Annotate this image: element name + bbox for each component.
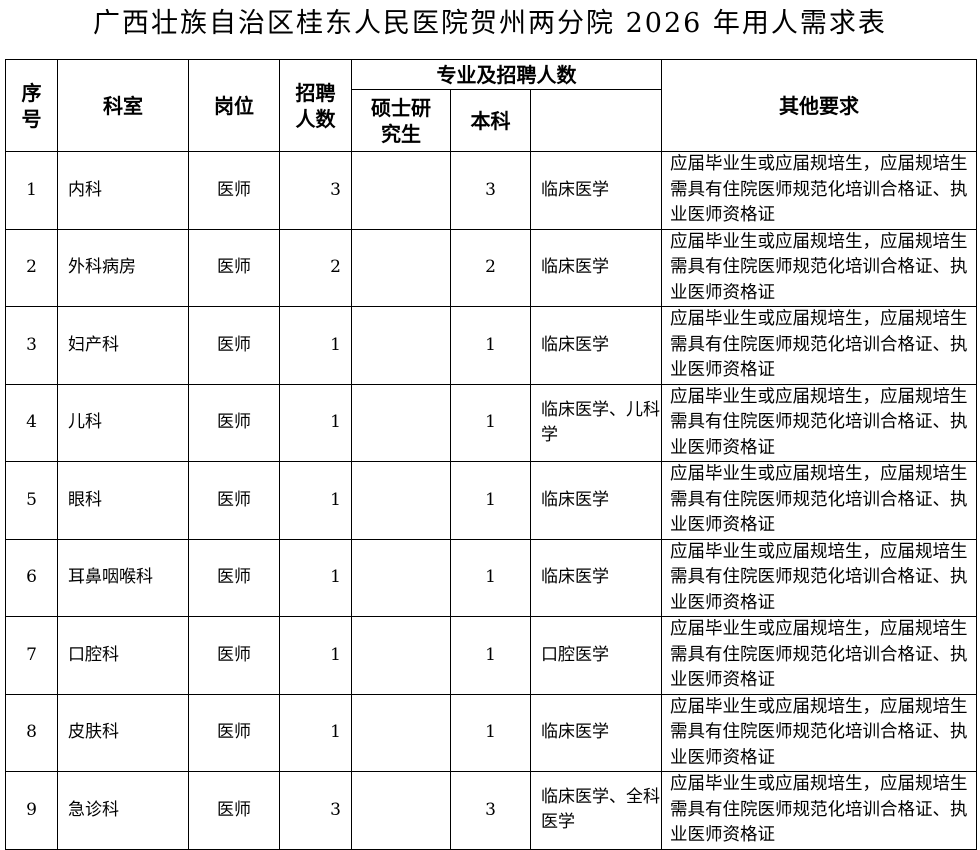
table-row: 9 急诊科 医师 3 3 临床医学、全科医学 应届毕业生或应届规培生，应届规培生需具有住院医… [5,771,977,850]
row-other: 应届毕业生或应届规培生，应届规培生需具有住院医师规范化培训合格证、执业医师资格证 [661,771,977,850]
header-other: 其他要求 [661,59,977,152]
row-post: 医师 [188,461,280,540]
table-row: 7 口腔科 医师 1 1 口腔医学 应届毕业生或应届规培生，应届规培生需具有住院医师规范化培… [5,616,977,695]
row-seq: 3 [5,306,58,385]
table-row: 5 眼科 医师 1 1 临床医学 应届毕业生或应届规培生，应届规培生需具有住院医师规范化培训… [5,461,977,540]
table-row: 4 儿科 医师 1 1 临床医学、儿科学 应届毕业生或应届规培生，应届规培生需具有住院医师规… [5,383,977,462]
row-master [351,616,451,695]
row-bachelor: 1 [450,693,531,772]
row-other: 应届毕业生或应届规培生，应届规培生需具有住院医师规范化培训合格证、执业医师资格证 [661,693,977,772]
row-post: 医师 [188,771,280,850]
row-count: 1 [279,616,352,695]
row-bachelor: 1 [450,383,531,462]
row-major: 临床医学 [530,306,662,385]
row-master [351,151,451,230]
row-dept: 口腔科 [57,616,189,695]
row-master [351,461,451,540]
row-other: 应届毕业生或应届规培生，应届规培生需具有住院医师规范化培训合格证、执业医师资格证 [661,461,977,540]
table-row: 1 内科 医师 3 3 临床医学 应届毕业生或应届规培生，应届规培生需具有住院医师规范化培训… [5,151,977,230]
row-major: 临床医学 [530,228,662,307]
row-seq: 4 [5,383,58,462]
row-post: 医师 [188,151,280,230]
row-bachelor: 1 [450,306,531,385]
header-master: 硕士研究生 [351,89,451,152]
header-post: 岗位 [188,59,280,152]
header-major-blank [530,89,662,152]
row-dept: 外科病房 [57,228,189,307]
row-seq: 9 [5,771,58,850]
table-row: 6 耳鼻咽喉科 医师 1 1 临床医学 应届毕业生或应届规培生，应届规培生需具有住院医师规范… [5,538,977,617]
row-post: 医师 [188,228,280,307]
row-dept: 皮肤科 [57,693,189,772]
row-other: 应届毕业生或应届规培生，应届规培生需具有住院医师规范化培训合格证、执业医师资格证 [661,383,977,462]
row-seq: 2 [5,228,58,307]
row-seq: 7 [5,616,58,695]
row-count: 1 [279,383,352,462]
row-master [351,538,451,617]
row-count: 2 [279,228,352,307]
row-seq: 5 [5,461,58,540]
row-master [351,383,451,462]
page-title: 广西壮族自治区桂东人民医院贺州两分院 2026 年用人需求表 [93,8,887,39]
row-dept: 内科 [57,151,189,230]
row-count: 1 [279,693,352,772]
table-row: 8 皮肤科 医师 1 1 临床医学 应届毕业生或应届规培生，应届规培生需具有住院医师规范化培… [5,693,977,772]
row-bachelor: 1 [450,461,531,540]
table-row: 2 外科病房 医师 2 2 临床医学 应届毕业生或应届规培生，应届规培生需具有住院医师规范化… [5,228,977,307]
row-count: 1 [279,461,352,540]
row-seq: 6 [5,538,58,617]
row-count: 3 [279,151,352,230]
row-bachelor: 1 [450,616,531,695]
row-seq: 8 [5,693,58,772]
row-major: 临床医学 [530,461,662,540]
row-count: 1 [279,538,352,617]
row-dept: 眼科 [57,461,189,540]
row-seq: 1 [5,151,58,230]
row-post: 医师 [188,383,280,462]
row-bachelor: 3 [450,771,531,850]
row-other: 应届毕业生或应届规培生，应届规培生需具有住院医师规范化培训合格证、执业医师资格证 [661,151,977,230]
row-post: 医师 [188,538,280,617]
row-bachelor: 1 [450,538,531,617]
row-post: 医师 [188,306,280,385]
row-other: 应届毕业生或应届规培生，应届规培生需具有住院医师规范化培训合格证、执业医师资格证 [661,306,977,385]
row-dept: 急诊科 [57,771,189,850]
row-post: 医师 [188,616,280,695]
table-row: 3 妇产科 医师 1 1 临床医学 应届毕业生或应届规培生，应届规培生需具有住院医师规范化培… [5,306,977,385]
row-master [351,228,451,307]
row-bachelor: 3 [450,151,531,230]
row-dept: 妇产科 [57,306,189,385]
row-dept: 儿科 [57,383,189,462]
row-other: 应届毕业生或应届规培生，应届规培生需具有住院医师规范化培训合格证、执业医师资格证 [661,538,977,617]
header-dept: 科室 [57,59,189,152]
row-major: 临床医学 [530,693,662,772]
row-dept: 耳鼻咽喉科 [57,538,189,617]
header-count: 招聘人数 [279,59,352,152]
row-master [351,693,451,772]
row-major: 临床医学 [530,538,662,617]
row-master [351,771,451,850]
row-major: 口腔医学 [530,616,662,695]
header-seq: 序号 [5,59,58,152]
row-bachelor: 2 [450,228,531,307]
row-major: 临床医学 [530,151,662,230]
row-other: 应届毕业生或应届规培生，应届规培生需具有住院医师规范化培训合格证、执业医师资格证 [661,616,977,695]
header-major-group: 专业及招聘人数 [351,59,662,90]
header-bachelor: 本科 [450,89,531,152]
row-count: 3 [279,771,352,850]
row-major: 临床医学、全科医学 [530,771,662,850]
row-post: 医师 [188,693,280,772]
row-master [351,306,451,385]
row-other: 应届毕业生或应届规培生，应届规培生需具有住院医师规范化培训合格证、执业医师资格证 [661,228,977,307]
row-major: 临床医学、儿科学 [530,383,662,462]
recruitment-table: 序号 科室 岗位 招聘人数 专业及招聘人数 其他要求 硕士研究生 本科 1 内科医… [5,59,977,850]
row-count: 1 [279,306,352,385]
